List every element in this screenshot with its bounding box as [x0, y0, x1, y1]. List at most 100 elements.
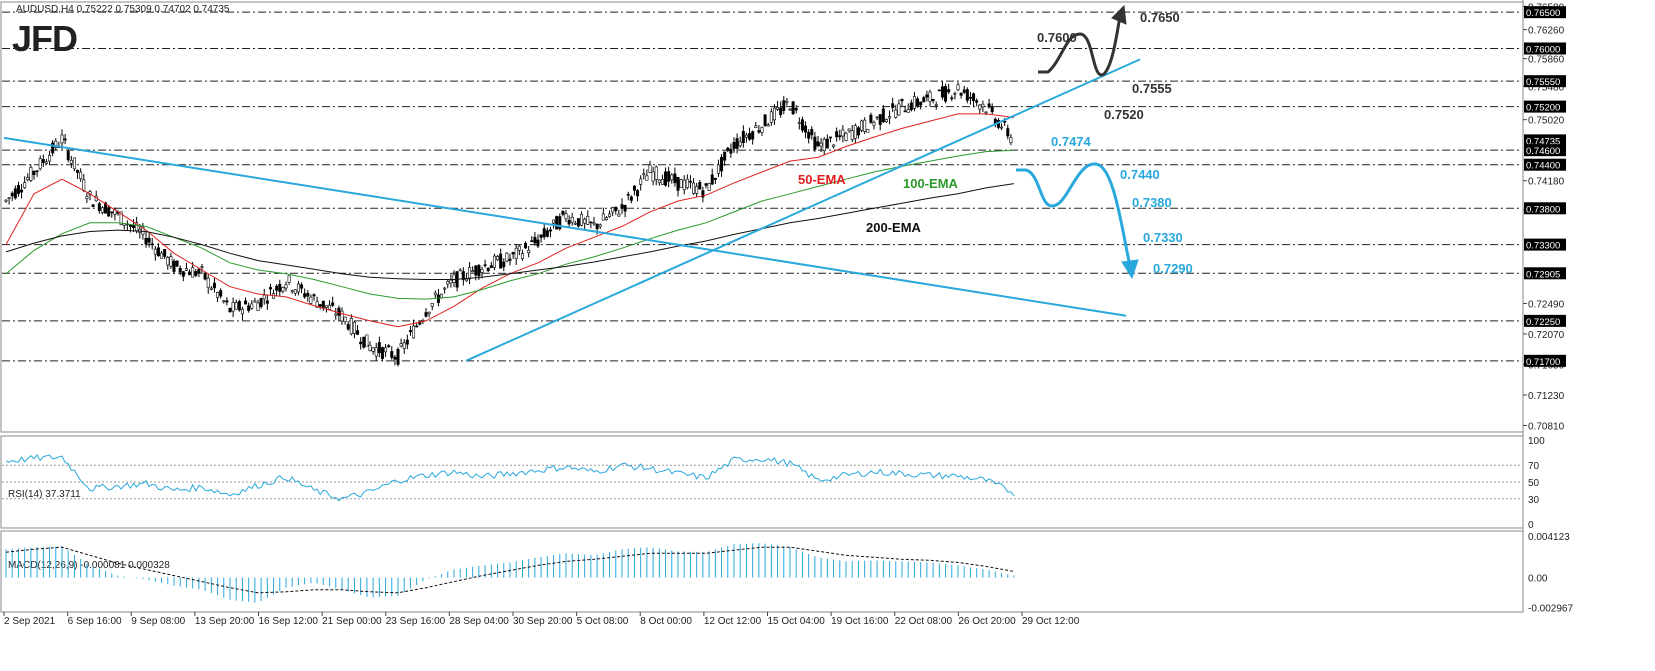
bearish-candle	[408, 330, 412, 333]
time-tick-label: 16 Sep 12:00	[259, 616, 319, 627]
bearish-candle	[163, 249, 167, 257]
bearish-candle	[107, 207, 111, 217]
bullish-candle	[841, 129, 845, 137]
bearish-candle	[393, 356, 397, 360]
bearish-candle	[110, 211, 114, 214]
price-tag-label: 0.76500	[1526, 8, 1560, 19]
bullish-candle	[169, 256, 173, 267]
bullish-candle	[54, 140, 58, 148]
bearish-candle	[306, 292, 310, 297]
bullish-candle	[38, 158, 42, 170]
price-tag-label: 0.74600	[1526, 146, 1560, 157]
bearish-candle	[331, 302, 335, 306]
bearish-candle	[390, 351, 394, 358]
bullish-candle	[520, 253, 524, 259]
bearish-candle	[76, 169, 80, 173]
bearish-candle	[614, 206, 618, 212]
time-tick-label: 5 Oct 08:00	[577, 616, 629, 627]
time-tick-label: 22 Oct 08:00	[895, 616, 953, 627]
bullish-candle	[340, 310, 344, 322]
bullish-candle	[797, 122, 801, 124]
bearish-candle	[944, 86, 948, 102]
bearish-candle	[203, 272, 207, 280]
rsi-tick-label: 0	[1528, 520, 1534, 531]
bullish-candle	[349, 318, 353, 335]
bullish-candle	[1000, 126, 1004, 129]
ema-line-100-ema	[5, 149, 1015, 300]
bullish-candle	[324, 305, 328, 308]
bullish-candle	[654, 166, 658, 180]
bullish-candle	[981, 103, 985, 108]
bearish-candle	[903, 110, 907, 113]
bullish-candle	[682, 179, 686, 191]
bearish-candle	[424, 312, 428, 317]
bullish-candle	[598, 224, 602, 228]
bullish-candle	[287, 275, 291, 283]
price-tick-label: 0.76260	[1528, 26, 1565, 37]
bullish-candle	[692, 182, 696, 194]
bearish-candle	[720, 157, 724, 172]
bearish-candle	[922, 97, 926, 103]
bearish-candle	[620, 204, 624, 209]
bullish-candle	[648, 164, 652, 173]
bearish-candle	[940, 86, 944, 98]
bearish-candle	[461, 271, 465, 280]
bullish-candle	[206, 277, 210, 288]
bullish-candle	[984, 111, 988, 114]
bullish-candle	[956, 84, 960, 91]
bullish-candle	[480, 269, 484, 273]
bearish-candle	[794, 108, 798, 111]
bullish-candle	[772, 107, 776, 121]
bearish-candle	[387, 345, 391, 348]
ema-line-200-ema	[5, 183, 1015, 280]
bearish-candle	[346, 324, 350, 330]
bearish-candle	[178, 267, 182, 273]
bullish-candle	[884, 119, 888, 123]
bullish-candle	[847, 128, 851, 132]
price-tick-label: 0.75020	[1528, 116, 1565, 127]
bearish-candle	[732, 141, 736, 149]
bearish-candle	[359, 341, 363, 345]
bullish-candle	[209, 287, 213, 290]
bearish-candle	[41, 159, 45, 163]
time-tick-label: 13 Sep 20:00	[195, 616, 255, 627]
time-tick-label: 8 Oct 00:00	[640, 616, 692, 627]
bullish-candle	[642, 173, 646, 176]
bearish-candle	[511, 252, 515, 255]
bearish-candle	[838, 135, 842, 138]
bearish-candle	[589, 221, 593, 224]
bullish-candle	[853, 125, 857, 139]
bullish-candle	[822, 138, 826, 152]
price-tag-label: 0.76000	[1526, 44, 1560, 55]
bearish-candle	[990, 106, 994, 113]
bearish-candle	[502, 261, 506, 268]
bullish-candle	[281, 287, 285, 292]
bullish-candle	[343, 316, 347, 322]
bearish-candle	[265, 300, 269, 304]
bearish-candle	[415, 325, 419, 328]
bearish-candle	[362, 336, 366, 348]
bullish-candle	[449, 279, 453, 284]
bullish-candle	[216, 292, 220, 298]
time-tick-label: 15 Oct 04:00	[768, 616, 826, 627]
price-tick-label: 0.75480	[1528, 82, 1565, 93]
bullish-candle	[894, 109, 898, 118]
price-tag-label: 0.74400	[1526, 161, 1560, 172]
price-tag-label: 0.72905	[1526, 269, 1560, 280]
bearish-candle	[545, 230, 549, 237]
bearish-candle	[698, 181, 702, 190]
bullish-candle	[44, 161, 48, 164]
bullish-candle	[7, 197, 11, 199]
ema100-label: 100-EMA	[903, 176, 959, 191]
bullish-candle	[754, 125, 758, 128]
bullish-candle	[492, 255, 496, 268]
bullish-candle	[141, 226, 145, 235]
bearish-candle	[729, 148, 733, 154]
bullish-candle	[819, 142, 823, 147]
bearish-candle	[763, 114, 767, 127]
bearish-candle	[477, 265, 481, 277]
bullish-candle	[580, 213, 584, 226]
bullish-candle	[100, 207, 104, 213]
bullish-candle	[328, 304, 332, 310]
